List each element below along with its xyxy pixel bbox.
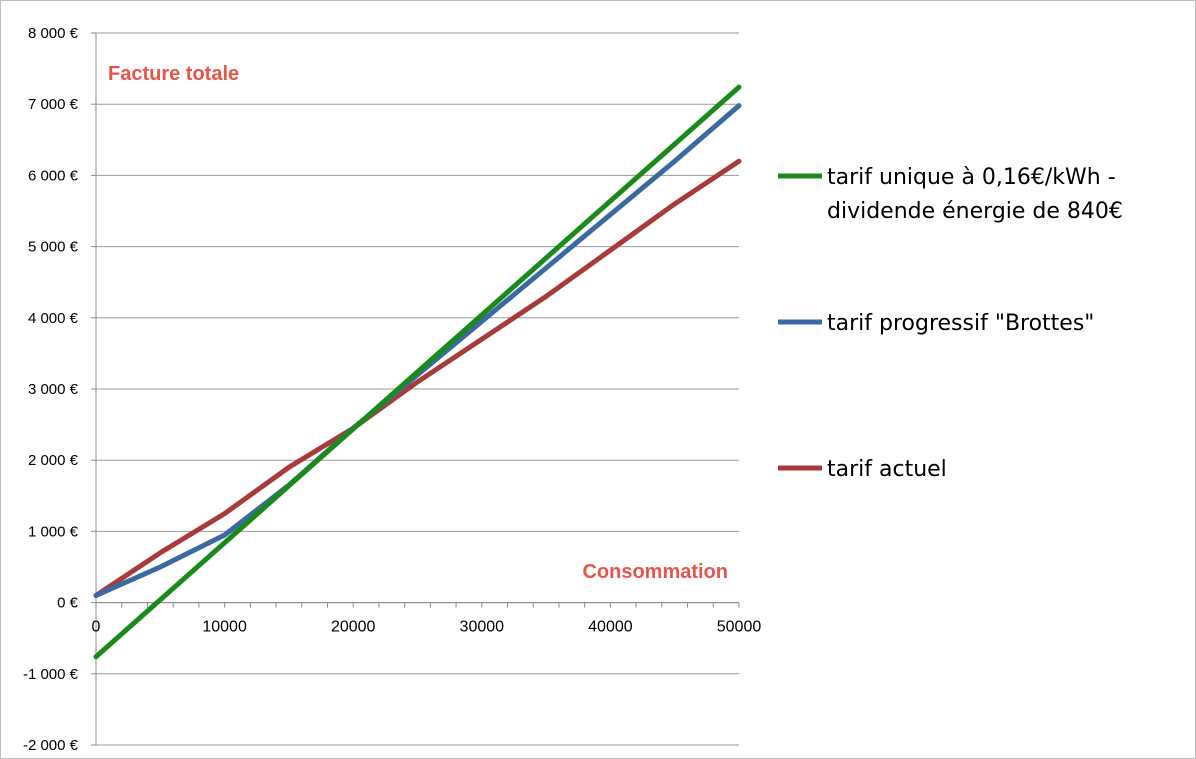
x-tick-label: 20000: [331, 619, 376, 636]
y-tick-label: 0 €: [57, 595, 79, 612]
x-tick-label: 40000: [588, 619, 633, 636]
y-tick-label: 6 000 €: [28, 167, 79, 184]
legend: tarif unique à 0,16€/kWh - dividende éner…: [778, 165, 1123, 482]
y-tick-label: -2 000 €: [23, 737, 79, 754]
series-line-2: [93, 158, 742, 598]
x-axis-ticks: 0 10000 20000 30000 40000 50000: [92, 619, 762, 636]
y-tick-label: 8 000 €: [28, 25, 79, 42]
y-tick-label: -1 000 €: [23, 666, 79, 683]
y-tick-label: 7 000 €: [28, 96, 79, 113]
x-tick-label: 50000: [717, 619, 762, 636]
grid-lines: [96, 32, 739, 746]
annotation-consommation: Consommation: [582, 561, 728, 583]
y-axis-ticks: -2 000 € -1 000 € 0 € 1 000 € 2 000 € 3 000 €…: [23, 25, 79, 754]
x-tick-label: 0: [92, 619, 101, 636]
x-tick-label: 10000: [202, 619, 247, 636]
y-tick-label: 5 000 €: [28, 239, 79, 256]
y-tick-label: 2 000 €: [28, 452, 79, 469]
legend-label-0: dividende énergie de 840€: [827, 199, 1123, 224]
series-line-0: [93, 84, 742, 660]
y-tick-label: 3 000 €: [28, 381, 79, 398]
legend-label-1: tarif progressif "Brottes": [827, 311, 1094, 336]
y-tick-label: 1 000 €: [28, 523, 79, 540]
legend-label-0: tarif unique à 0,16€/kWh -: [827, 165, 1116, 190]
series-lines: [93, 84, 742, 660]
annotation-facture-totale: Facture totale: [108, 63, 239, 85]
axes: [91, 32, 740, 746]
y-tick-label: 4 000 €: [28, 310, 79, 327]
series-line-1: [93, 103, 742, 598]
x-tick-label: 30000: [460, 619, 505, 636]
legend-label-2: tarif actuel: [827, 457, 947, 482]
